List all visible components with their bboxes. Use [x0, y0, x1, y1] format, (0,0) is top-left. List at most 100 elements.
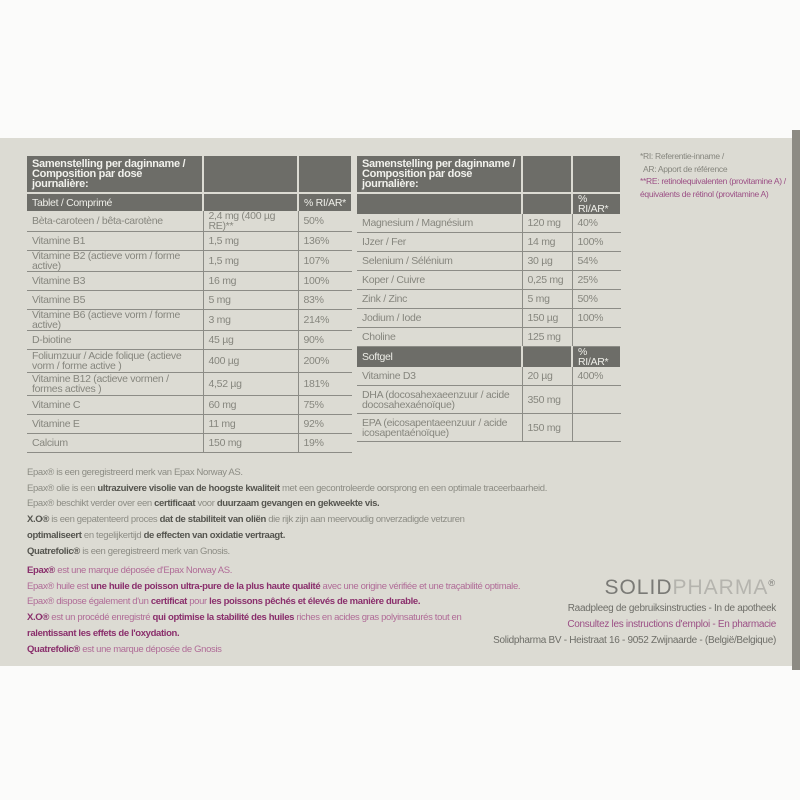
- note-ri: *RI: Referentie-inname /: [640, 151, 724, 161]
- amount-cell: 120 mg: [522, 214, 573, 233]
- text-line: Epax® beschikt verder over een certifica…: [27, 496, 547, 512]
- nutrient-cell: Vitamine B1: [27, 231, 204, 251]
- note-re-fr: équivalents de rétinol (provitamine A): [640, 188, 769, 199]
- table-header: Samenstelling per daginname / Compositio…: [357, 156, 523, 194]
- note-re-nl: **RE: retinolequivalenten (provitamine A…: [640, 176, 786, 186]
- nutrient-cell: EPA (eicosapentaeenzuur / acide icosapen…: [357, 413, 523, 442]
- amount-cell: 150 mg: [522, 413, 573, 442]
- amount-cell: 20 µg: [522, 367, 573, 386]
- table-row: DHA (docosahexaeenzuur / acide docosahex…: [357, 385, 621, 414]
- bold-text: certificaat: [154, 498, 196, 510]
- table-row: Jodium / Iode 150 µg 100%: [357, 308, 621, 328]
- text: est une marque déposée d'Epax Norway AS.: [54, 565, 233, 576]
- dutch-text-block: Epax® is een geregistreerd merk van Epax…: [27, 465, 547, 559]
- table-row: Vitamine B3 16 mg 100%: [27, 271, 352, 291]
- table-row: IJzer / Fer 14 mg 100%: [357, 232, 621, 252]
- text: avec une origine vérifiée et une traçabi…: [320, 580, 521, 592]
- text: voor: [195, 498, 217, 510]
- bold-text: X.O®: [27, 514, 52, 526]
- pct-header: % RI/AR*: [572, 193, 622, 214]
- brand-block: SOLIDPHARMA® Raadpleeg de gebruiksinstru…: [493, 570, 776, 649]
- percentage-cell: 90%: [298, 330, 352, 350]
- amount-cell: 60 mg: [203, 395, 299, 415]
- nutrient-cell: D-biotine: [27, 330, 204, 350]
- amount-cell: 150 mg: [203, 433, 299, 453]
- nutrient-cell: Vitamine B5: [27, 290, 204, 310]
- text: met een gecontroleerde oorsprong en een …: [279, 482, 548, 494]
- table-row: Selenium / Sélénium 30 µg 54%: [357, 251, 621, 271]
- bold-text: Quatrefolic®: [27, 643, 80, 655]
- text: is een gepatenteerd proces: [51, 514, 160, 526]
- bold-text: qui optimise la stabilité des huiles: [152, 612, 295, 624]
- bold-text: les poissons pêchés et élevés de manière…: [209, 596, 421, 608]
- text: pour: [186, 596, 210, 608]
- bold-text: duurzaam gevangen en gekweekte vis.: [216, 498, 380, 510]
- nutrient-cell: Zink / Zinc: [357, 289, 523, 309]
- percentage-cell: 40%: [572, 214, 621, 233]
- amount-cell: 125 mg: [522, 327, 573, 347]
- table-row: Bèta-caroteen / bêta-carotène 2,4 mg (400…: [27, 211, 352, 232]
- bold-text: certificat: [150, 596, 187, 608]
- text: Epax® beschikt verder over een: [27, 498, 155, 510]
- text-line: Epax® olie is een ultrazuivere visolie v…: [27, 481, 547, 497]
- amount-cell: 5 mg: [522, 289, 573, 309]
- percentage-cell: 54%: [572, 251, 621, 271]
- percentage-cell: 214%: [298, 309, 352, 331]
- table-row: Calcium 150 mg 19%: [27, 433, 352, 453]
- minerals-composition-table: Samenstelling per daginname / Compositio…: [357, 156, 622, 442]
- amount-cell: 16 mg: [203, 271, 299, 291]
- nutrient-cell: Vitamine C: [27, 395, 204, 415]
- text-line: Quatrefolic® is een geregistreerd merk v…: [27, 544, 547, 560]
- amount-cell: 3 mg: [203, 309, 299, 331]
- amount-cell: 30 µg: [522, 251, 573, 271]
- amount-cell: 1,5 mg: [203, 231, 299, 251]
- percentage-cell: 400%: [572, 367, 621, 386]
- percentage-cell: 107%: [298, 250, 352, 272]
- text-line: Quatrefolic® est une marque déposée de G…: [27, 642, 520, 658]
- percentage-cell: 100%: [298, 271, 352, 291]
- bold-text: optimaliseert: [27, 529, 82, 541]
- nutrient-cell: Calcium: [27, 433, 204, 453]
- pct-header: % RI/AR*: [298, 193, 353, 211]
- text-line: Epax® est une marque déposée d'Epax Norw…: [27, 563, 520, 579]
- bold-text: ultrazuivere visolie van de hoogste kwal…: [97, 482, 280, 494]
- percentage-cell: 83%: [298, 290, 352, 310]
- percentage-cell: 100%: [572, 308, 621, 328]
- nutrient-cell: Jodium / Iode: [357, 308, 523, 328]
- nutrient-cell: DHA (docosahexaeenzuur / acide docosahex…: [357, 385, 523, 414]
- softgel-label: Softgel: [357, 346, 523, 367]
- text: Epax® huile est: [27, 580, 91, 592]
- pct-header: % RI/AR*: [572, 346, 622, 367]
- bold-text: X.O®: [27, 612, 49, 624]
- tablet-composition-table: Samenstelling per daginname / Compositio…: [27, 156, 353, 453]
- table-row: Vitamine B5 5 mg 83%: [27, 290, 352, 310]
- bold-text: de effecten van oxidatie vertraagt.: [143, 529, 286, 541]
- text-line: Epax® huile est une huile de poisson ult…: [27, 579, 521, 595]
- instructions-fr: Consultez les instructions d'emploi - En…: [567, 619, 776, 630]
- text-line: X.O® est un procédé enregistré qui optim…: [27, 610, 520, 626]
- nutrient-cell: Koper / Cuivre: [357, 270, 523, 290]
- nutrient-cell: Vitamine E: [27, 414, 204, 434]
- text: en tegelijkertijd: [81, 529, 144, 541]
- nutrient-cell: Choline: [357, 327, 523, 347]
- table-row: Vitamine B2 (actieve vorm / forme active…: [27, 250, 352, 272]
- text: est un procédé enregistré: [48, 612, 153, 624]
- amount-cell: 11 mg: [203, 414, 299, 434]
- table-header: Samenstelling per daginname / Compositio…: [27, 156, 204, 194]
- text: Epax® dispose également d'un: [27, 596, 151, 608]
- nutrient-cell: Vitamine B12 (actieve vormen / formes ac…: [27, 372, 204, 396]
- footnotes: *RI: Referentie-inname / AR: Apport de r…: [640, 150, 786, 200]
- table-row: Vitamine B12 (actieve vormen / formes ac…: [27, 372, 352, 396]
- table-row: Vitamine D3 20 µg 400%: [357, 367, 621, 386]
- instructions-nl: Raadpleeg de gebruiksinstructies - In de…: [567, 603, 777, 614]
- text-line: Epax® dispose également d'un certificat …: [27, 594, 520, 610]
- amount-cell: 1,5 mg: [203, 250, 299, 272]
- bold-text: dat de stabiliteit van oliën: [159, 514, 267, 526]
- percentage-cell: [572, 385, 621, 414]
- text: is een geregistreerd merk van Gnosis.: [79, 545, 230, 557]
- table-row: Vitamine B6 (actieve vorm / forme active…: [27, 309, 352, 331]
- bold-text: ralentissant les effets de l'oxydation.: [27, 627, 180, 639]
- percentage-cell: [572, 413, 621, 442]
- amount-cell: 150 µg: [522, 308, 573, 328]
- bold-text: une huile de poisson ultra-pure de la pl…: [90, 580, 321, 592]
